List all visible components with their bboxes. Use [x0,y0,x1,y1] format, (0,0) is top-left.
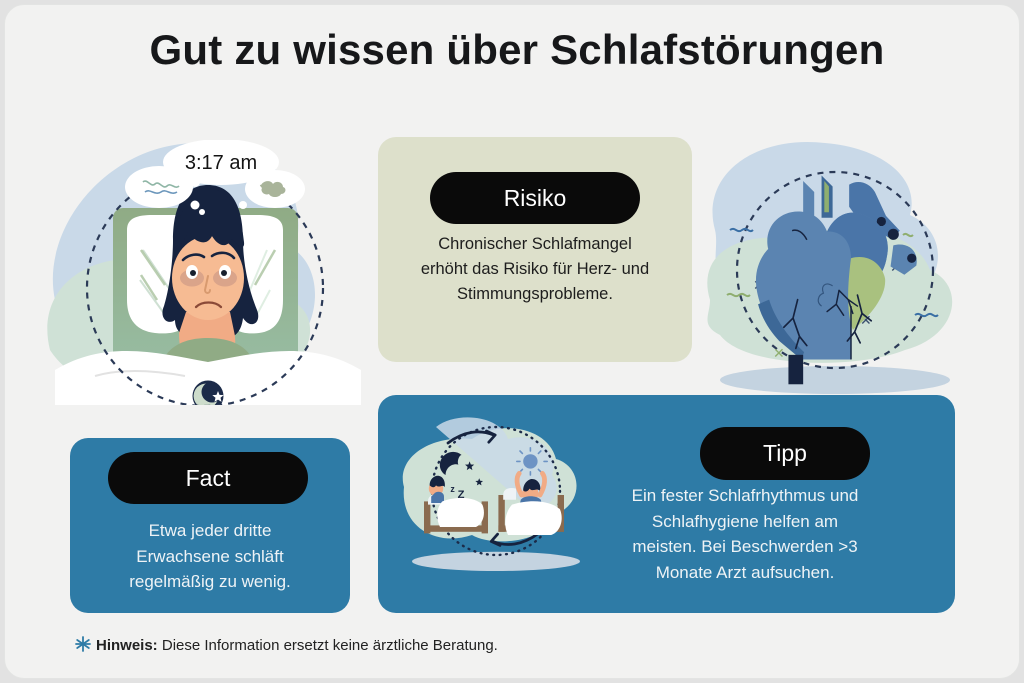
svg-text:z: z [450,484,455,494]
svg-text:3:17 am: 3:17 am [185,152,257,174]
svg-text:✕: ✕ [773,345,785,361]
